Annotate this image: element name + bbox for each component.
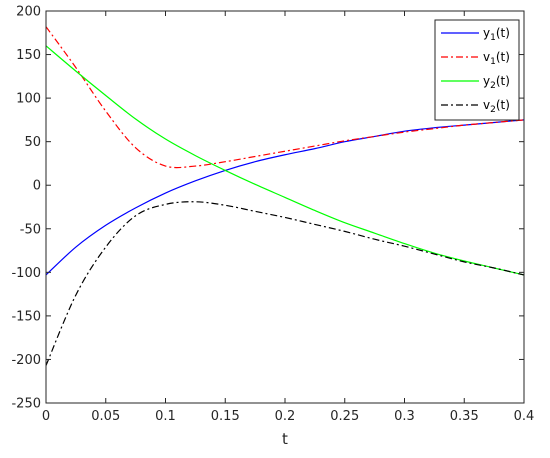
y-tick-label: 200 — [16, 5, 41, 20]
legend-label: y1(t) — [483, 26, 510, 43]
y-tick-label: 100 — [16, 92, 41, 107]
legend-label: v2(t) — [483, 98, 510, 115]
series-line-v1t — [45, 26, 525, 169]
legend-box — [434, 19, 520, 121]
series-line-y2t — [45, 45, 525, 276]
y-tick-label: -250 — [11, 397, 41, 412]
x-tick-label: 0.25 — [330, 409, 359, 424]
x-axis-title: t — [282, 430, 288, 448]
y-tick-label: -150 — [11, 309, 41, 324]
legend-label: y2(t) — [483, 74, 510, 91]
x-tick-label: 0.2 — [275, 409, 296, 424]
legend: y1(t) v1(t) y2(t) v2(t) — [434, 19, 520, 121]
series-layer — [45, 26, 525, 366]
y-tick-label: -50 — [20, 222, 41, 237]
legend-label: v1(t) — [483, 50, 510, 67]
x-tick-label: 0.05 — [91, 409, 120, 424]
series-line-v2t — [45, 201, 525, 366]
x-tick-label: 0.3 — [394, 409, 415, 424]
y-tick-label: 0 — [33, 179, 41, 194]
y-tick-label: -100 — [11, 266, 41, 281]
axes-layer: 0 0.05 0.1 0.15 0.2 0.25 0.3 0.35 0.4 200 150 100 50… — [11, 5, 534, 425]
x-tick-label: 0 — [42, 409, 50, 424]
x-tick-label: 0.1 — [155, 409, 176, 424]
x-tick-label: 0.35 — [450, 409, 479, 424]
y-tick-label: 150 — [16, 48, 41, 63]
x-tick-label: 0.4 — [514, 409, 535, 424]
y-tick-label: -200 — [11, 353, 41, 368]
x-tick-label: 0.15 — [211, 409, 240, 424]
y-tick-label: 50 — [24, 135, 41, 150]
series-line-y1t — [45, 119, 525, 276]
